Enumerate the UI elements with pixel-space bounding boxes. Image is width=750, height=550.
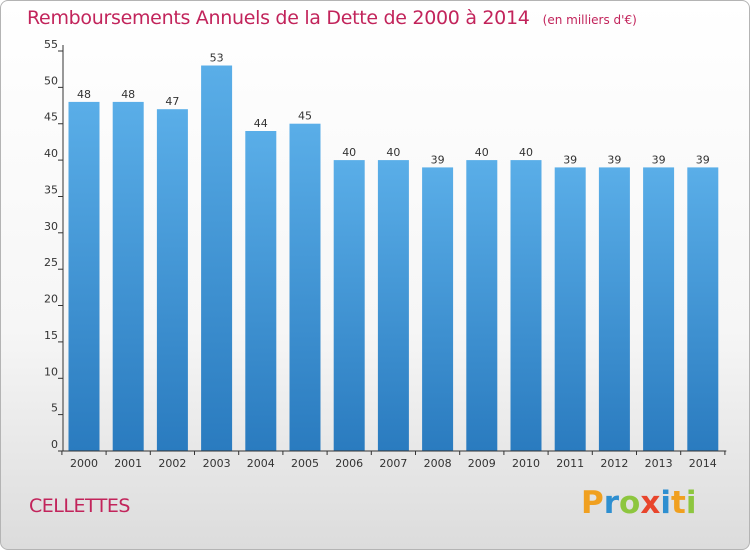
bar-2007 — [377, 160, 409, 451]
y-tick-label-10: 10 — [44, 365, 58, 378]
chart-title: Remboursements Annuels de la Dette de 20… — [27, 7, 637, 29]
value-label-2003: 53 — [210, 52, 224, 65]
value-label-2002: 47 — [165, 95, 179, 108]
value-label-2010: 40 — [519, 146, 533, 159]
axes-layer: 2000 2001 2002 2003 2004 2005 2006 2007 2008 2009… — [44, 38, 727, 470]
x-tick-label-2013: 2013 — [645, 457, 673, 470]
y-tick-label-50: 50 — [44, 74, 58, 87]
y-tick-label-35: 35 — [44, 184, 58, 197]
y-tick-label-30: 30 — [44, 220, 58, 233]
x-tick-label-2007: 2007 — [379, 457, 407, 470]
value-label-2011: 39 — [563, 153, 577, 166]
x-tick-label-2009: 2009 — [468, 457, 496, 470]
value-label-2012: 39 — [607, 153, 621, 166]
chart-title-text: Remboursements Annuels de la Dette de 20… — [27, 7, 530, 29]
brand-letter-1: r — [603, 485, 620, 521]
proxiti-logo: Proxiti — [581, 485, 696, 521]
y-tick-label-15: 15 — [44, 329, 58, 342]
value-label-2014: 39 — [696, 153, 710, 166]
x-tick-label-2014: 2014 — [689, 457, 717, 470]
brand-letter-6: i — [685, 485, 697, 521]
y-tick-label-25: 25 — [44, 256, 58, 269]
bar-2005 — [289, 123, 321, 451]
value-label-2008: 39 — [431, 153, 445, 166]
x-tick-label-2003: 2003 — [203, 457, 231, 470]
bar-2008 — [422, 167, 454, 451]
x-tick-label-2010: 2010 — [512, 457, 540, 470]
bar-2000 — [68, 101, 100, 452]
bar-2002 — [156, 109, 188, 451]
value-label-2001: 48 — [121, 88, 135, 101]
x-tick-label-2008: 2008 — [424, 457, 452, 470]
x-tick-label-2004: 2004 — [247, 457, 275, 470]
y-tick-label-40: 40 — [44, 147, 58, 160]
x-tick-label-2002: 2002 — [158, 457, 186, 470]
bar-2014 — [687, 167, 719, 451]
y-tick-label-20: 20 — [44, 293, 58, 306]
chart-unit-label: (en milliers d'€) — [542, 13, 637, 27]
value-label-2006: 40 — [342, 146, 356, 159]
value-label-2009: 40 — [475, 146, 489, 159]
brand-letter-2: o — [619, 485, 641, 521]
y-tick-label-0: 0 — [51, 438, 58, 451]
bar-2004 — [245, 131, 277, 451]
x-tick-label-2000: 2000 — [70, 457, 98, 470]
commune-name: CELLETTES — [29, 495, 130, 517]
bar-2012 — [598, 167, 630, 451]
y-tick-label-45: 45 — [44, 111, 58, 124]
bar-2011 — [554, 167, 586, 451]
bar-2010 — [510, 160, 542, 451]
value-label-2004: 44 — [254, 117, 268, 130]
bar-2013 — [643, 167, 675, 451]
value-label-2007: 40 — [386, 146, 400, 159]
bar-2006 — [333, 160, 365, 451]
x-tick-label-2005: 2005 — [291, 457, 319, 470]
brand-letter-4: i — [660, 485, 671, 521]
x-tick-label-2001: 2001 — [114, 457, 142, 470]
bars-layer: 48 48 47 53 44 45 40 40 39 40 40 39 39 39 39 — [68, 52, 719, 452]
bar-2001 — [112, 101, 144, 452]
bar-2003 — [201, 65, 233, 451]
value-label-2005: 45 — [298, 110, 312, 123]
y-tick-label-55: 55 — [44, 38, 58, 51]
x-tick-label-2012: 2012 — [600, 457, 628, 470]
brand-letter-3: x — [640, 485, 661, 521]
brand-letter-0: P — [581, 485, 604, 521]
value-label-2000: 48 — [77, 88, 91, 101]
bar-2009 — [466, 160, 498, 451]
brand-letter-5: t — [670, 485, 686, 521]
x-tick-label-2011: 2011 — [556, 457, 584, 470]
y-tick-label-5: 5 — [51, 402, 58, 415]
x-tick-label-2006: 2006 — [335, 457, 363, 470]
value-label-2013: 39 — [652, 153, 666, 166]
